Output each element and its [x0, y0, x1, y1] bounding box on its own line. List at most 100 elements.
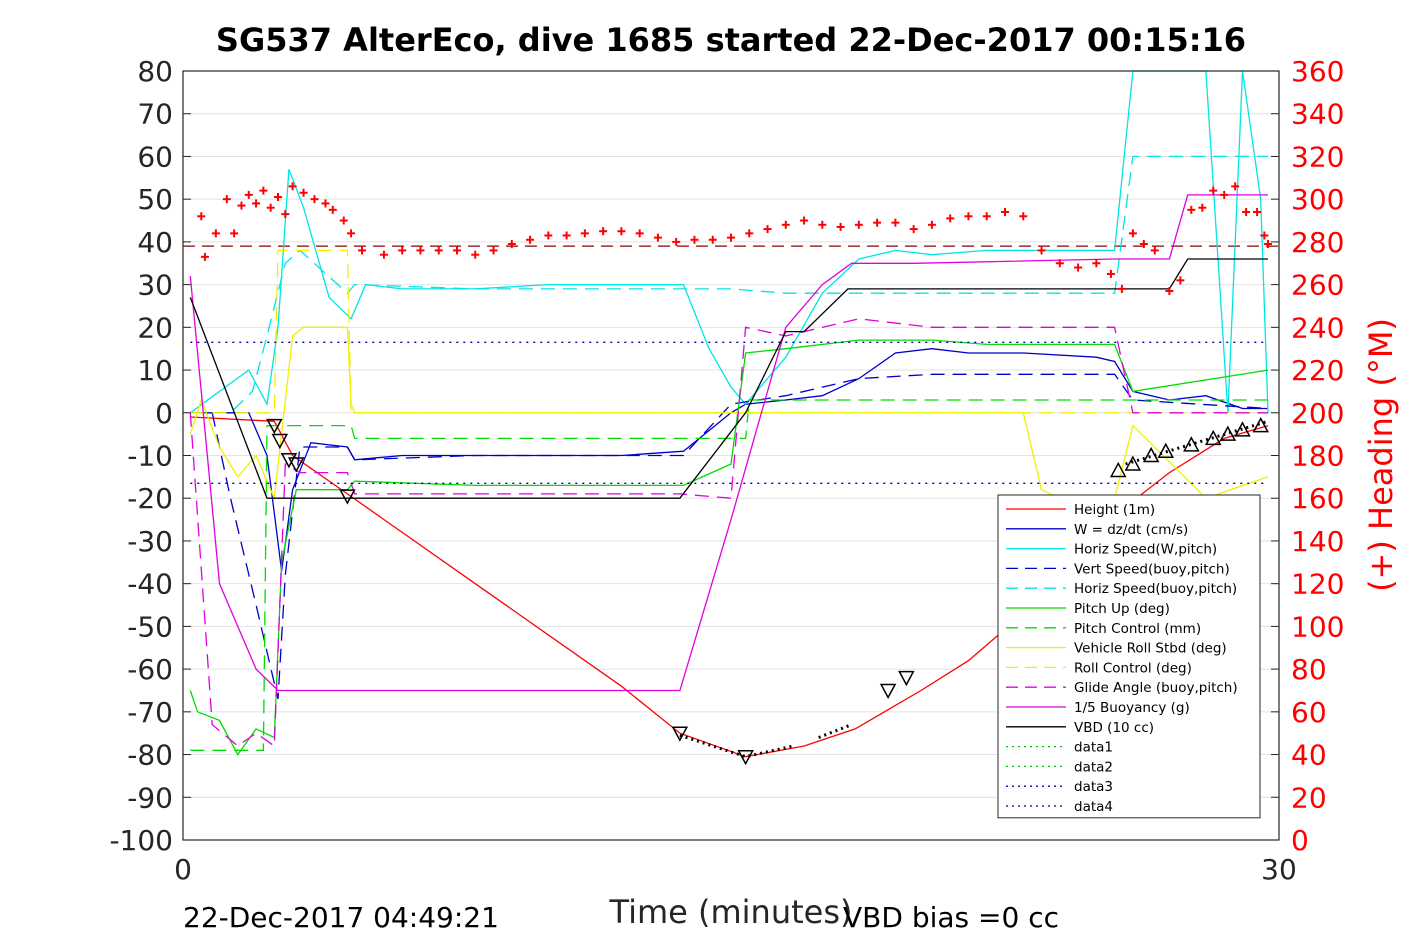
heading-point	[453, 246, 461, 255]
heading-point	[252, 199, 261, 208]
down-triangle-marker	[280, 453, 298, 469]
y-tick-label-right: 120	[1291, 568, 1344, 601]
heading-point	[1139, 240, 1148, 249]
heading-point	[310, 195, 319, 204]
legend: Height (1m) W = dz/dt (cm/s) Horiz Speed(W…	[997, 494, 1261, 819]
heading-point	[288, 182, 297, 191]
y-axis-right-label: (+) Heading (°M)	[1362, 318, 1400, 592]
heading-point	[230, 229, 239, 238]
y-tick-label-left: 40	[137, 226, 173, 259]
heading-point	[259, 186, 268, 195]
legend-label-7: Vehicle Roll Stbd (deg)	[1074, 641, 1227, 657]
legend-label-13: data2	[1074, 759, 1113, 775]
heading-point	[237, 201, 246, 210]
heading-point	[1001, 207, 1009, 216]
y-axis-right: 3603403203002802602402202001801601401201…	[1271, 55, 1344, 857]
y-tick-label-left: -20	[127, 482, 173, 515]
y-tick-label-left: 30	[137, 269, 173, 302]
legend-label-3: Vert Speed(buoy,pitch)	[1074, 561, 1230, 577]
heading-point	[708, 235, 717, 244]
y-axis-left: 80 70 60 50 40 30 20 10 0 -10 -20 -30 -40 -50 -60 -70 -8…	[109, 55, 191, 857]
down-triangle-marker	[287, 457, 305, 473]
up-triangle-marker	[1124, 455, 1142, 471]
y-tick-label-left: 20	[137, 311, 173, 344]
heading-point	[507, 240, 516, 249]
legend-label-5: Pitch Up (deg)	[1074, 601, 1170, 617]
heading-point	[1209, 186, 1218, 195]
y-tick-label-left: 60	[137, 140, 173, 173]
y-tick-label-right: 80	[1291, 653, 1327, 686]
heading-point	[266, 203, 275, 212]
y-tick-label-left: -10	[127, 440, 173, 473]
y-tick-label-right: 160	[1291, 482, 1344, 515]
y-tick-label-right: 20	[1291, 781, 1327, 814]
up-triangle-marker	[1219, 425, 1237, 441]
heading-point	[398, 246, 407, 255]
y-tick-label-left: -100	[109, 824, 173, 857]
down-triangle-marker	[271, 433, 289, 450]
legend-label-1: W = dz/dt (cm/s)	[1074, 522, 1188, 538]
down-triangle-marker	[671, 726, 689, 742]
y-tick-label-left: -50	[127, 610, 173, 643]
heading-point	[1260, 231, 1269, 240]
down-triangle-marker	[879, 683, 897, 700]
up-triangle-marker	[1183, 436, 1200, 452]
y-tick-label-left: -60	[127, 653, 173, 686]
series-line-3	[190, 373, 1269, 700]
heading-point	[927, 220, 936, 229]
y-tick-label-left: 80	[137, 55, 173, 88]
up-triangle-marker	[1142, 446, 1160, 463]
heading-point	[1074, 263, 1083, 272]
heading-point	[1019, 212, 1028, 221]
heading-point	[873, 218, 882, 227]
heading-point	[299, 188, 308, 197]
heading-point	[1220, 190, 1229, 199]
y-tick-label-right: 260	[1291, 269, 1344, 302]
heading-point	[211, 229, 220, 238]
heading-point	[273, 193, 282, 202]
heading-point	[891, 218, 900, 227]
heading-point	[222, 195, 231, 204]
down-triangle-marker	[737, 749, 754, 766]
heading-point	[964, 212, 973, 221]
heading-point	[1092, 259, 1101, 268]
heading-point	[946, 214, 955, 223]
heading-point	[1055, 259, 1064, 268]
x-axis-label: Time (minutes)	[609, 893, 853, 931]
down-triangle-marker	[898, 670, 915, 687]
legend-label-14: data3	[1074, 779, 1113, 795]
heading-point	[200, 252, 209, 261]
heading-point	[281, 210, 290, 219]
x-tick-label: 0	[174, 853, 192, 886]
series-line-11	[189, 258, 1268, 499]
heading-point	[1231, 182, 1240, 191]
heading-point	[818, 220, 827, 229]
y-tick-label-right: 140	[1291, 525, 1344, 558]
heading-point	[1253, 207, 1262, 216]
heading-point	[653, 233, 662, 242]
heading-point	[379, 250, 388, 259]
heading-point	[1187, 205, 1196, 214]
heading-point	[1128, 229, 1137, 238]
series-line-8	[190, 249, 1268, 414]
x-tick-label: 30	[1261, 853, 1297, 886]
legend-label-9: Glide Angle (buoy,pitch)	[1074, 680, 1238, 696]
series-line-10	[189, 194, 1268, 692]
heading-point	[526, 235, 535, 244]
down-triangle-marker	[339, 489, 356, 505]
footer-timestamp: 22-Dec-2017 04:49:21	[183, 901, 499, 934]
heading-point	[1198, 203, 1207, 212]
y-tick-label-right: 60	[1291, 696, 1327, 729]
footer-vbd-bias: VBD bias =0 cc	[843, 901, 1059, 934]
heading-point	[544, 231, 553, 240]
heading-point	[1165, 287, 1174, 296]
heading-point	[672, 237, 681, 246]
heading-point	[1242, 207, 1251, 216]
legend-label-11: VBD (10 cc)	[1074, 720, 1154, 736]
series-line-4	[190, 155, 1268, 414]
heading-point	[909, 225, 918, 234]
heading-point	[727, 233, 735, 242]
y-tick-label-right: 0	[1291, 824, 1309, 857]
heading-point	[562, 231, 571, 240]
